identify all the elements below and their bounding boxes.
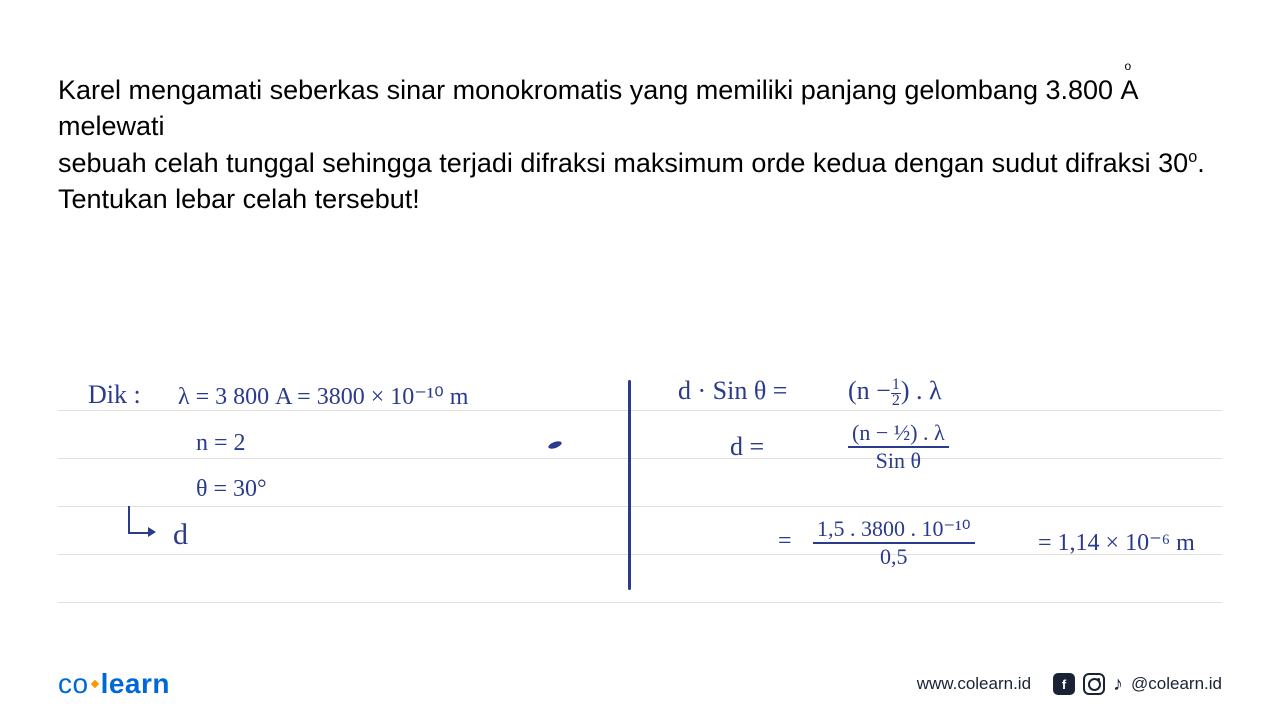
colearn-logo: colearn (58, 668, 170, 700)
footer: colearn www.colearn.id f ♪ @colearn.id (58, 668, 1222, 700)
tiktok-icon: ♪ (1113, 673, 1123, 696)
eq3-num: 1,5 . 3800 . 10⁻¹⁰ (813, 518, 975, 544)
eq3-fraction: 1,5 . 3800 . 10⁻¹⁰ 0,5 (813, 518, 975, 568)
question-line2-part2: . (1197, 148, 1205, 178)
footer-handle: @colearn.id (1131, 674, 1222, 694)
logo-co: co (58, 668, 89, 699)
fraction: (n − ½) . λ Sin θ (848, 422, 949, 472)
question-line1-part2: melewati (58, 111, 165, 141)
fraction: 1,5 . 3800 . 10⁻¹⁰ 0,5 (813, 518, 975, 568)
question-line3: Tentukan lebar celah tersebut! (58, 184, 420, 214)
instagram-icon (1083, 673, 1105, 695)
ruled-line (58, 506, 1222, 507)
pen-mark-icon (547, 440, 562, 450)
column-divider (628, 380, 631, 590)
arrow-hook-icon (128, 506, 150, 534)
logo-dot-icon (90, 679, 98, 687)
find-arrow (128, 506, 150, 541)
eq2-fraction: (n − ½) . λ Sin θ (848, 422, 949, 472)
half-den: 2 (891, 394, 901, 408)
ruled-line (58, 602, 1222, 603)
degree-symbol: o (1188, 148, 1197, 166)
eq1-rhs: (n −12) . λ (848, 376, 942, 408)
eq2-num: (n − ½) . λ (848, 422, 949, 448)
eq2-den: Sin θ (848, 448, 949, 472)
angstrom-symbol: oA (1121, 72, 1139, 108)
theta-line: θ = 30° (196, 476, 267, 503)
find-d: d (173, 518, 188, 552)
eq3-result: = 1,14 × 10⁻⁶ m (1038, 528, 1195, 557)
handwriting-area: Dik : λ = 3 800 A = 3800 × 10⁻¹⁰ m n = 2… (58, 380, 1222, 640)
dik-label: Dik : (88, 380, 141, 410)
question-line1-part1: Karel mengamati seberkas sinar monokroma… (58, 75, 1121, 105)
lambda-line: λ = 3 800 A = 3800 × 10⁻¹⁰ m (178, 382, 468, 411)
logo-learn: learn (101, 668, 170, 699)
ruled-line (58, 458, 1222, 459)
footer-right: www.colearn.id f ♪ @colearn.id (917, 673, 1222, 696)
eq1-rhs-post: ) . λ (901, 376, 942, 405)
footer-url: www.colearn.id (917, 674, 1031, 694)
half-fraction: 12 (891, 378, 901, 408)
social-icons: f ♪ @colearn.id (1053, 673, 1222, 696)
eq1-lhs: d · Sin θ = (678, 376, 787, 406)
question-text: Karel mengamati seberkas sinar monokroma… (58, 72, 1222, 218)
facebook-icon: f (1053, 673, 1075, 695)
eq1-rhs-pre: (n − (848, 376, 891, 405)
n-line: n = 2 (196, 430, 246, 457)
eq3-den: 0,5 (813, 544, 975, 568)
angstrom-letter: A (1121, 75, 1139, 105)
eq3-equals: = (778, 528, 792, 555)
eq2-lhs: d = (730, 432, 764, 462)
question-line2-part1: sebuah celah tunggal sehingga terjadi di… (58, 148, 1188, 178)
angstrom-ring: o (1125, 58, 1132, 74)
